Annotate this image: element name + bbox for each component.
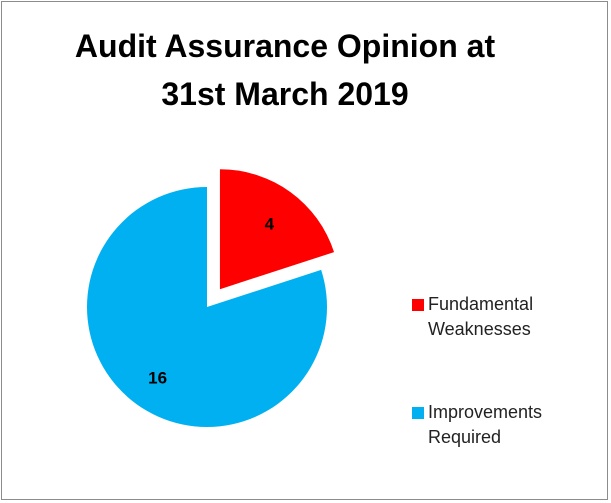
chart-title: Audit Assurance Opinion at 31st March 20… [74,28,496,112]
legend-label: Improvements Required [428,402,543,447]
legend-swatch [412,299,424,311]
pie-slice [219,169,335,290]
pie-slice [87,187,327,427]
legend-label: Fundamental Weaknesses [428,294,534,339]
data-label: 16 [148,368,167,387]
legend-swatch [412,407,424,419]
data-label: 4 [265,215,275,234]
legend-item: Improvements Required [412,400,592,450]
legend-item: Fundamental Weaknesses [412,292,592,342]
